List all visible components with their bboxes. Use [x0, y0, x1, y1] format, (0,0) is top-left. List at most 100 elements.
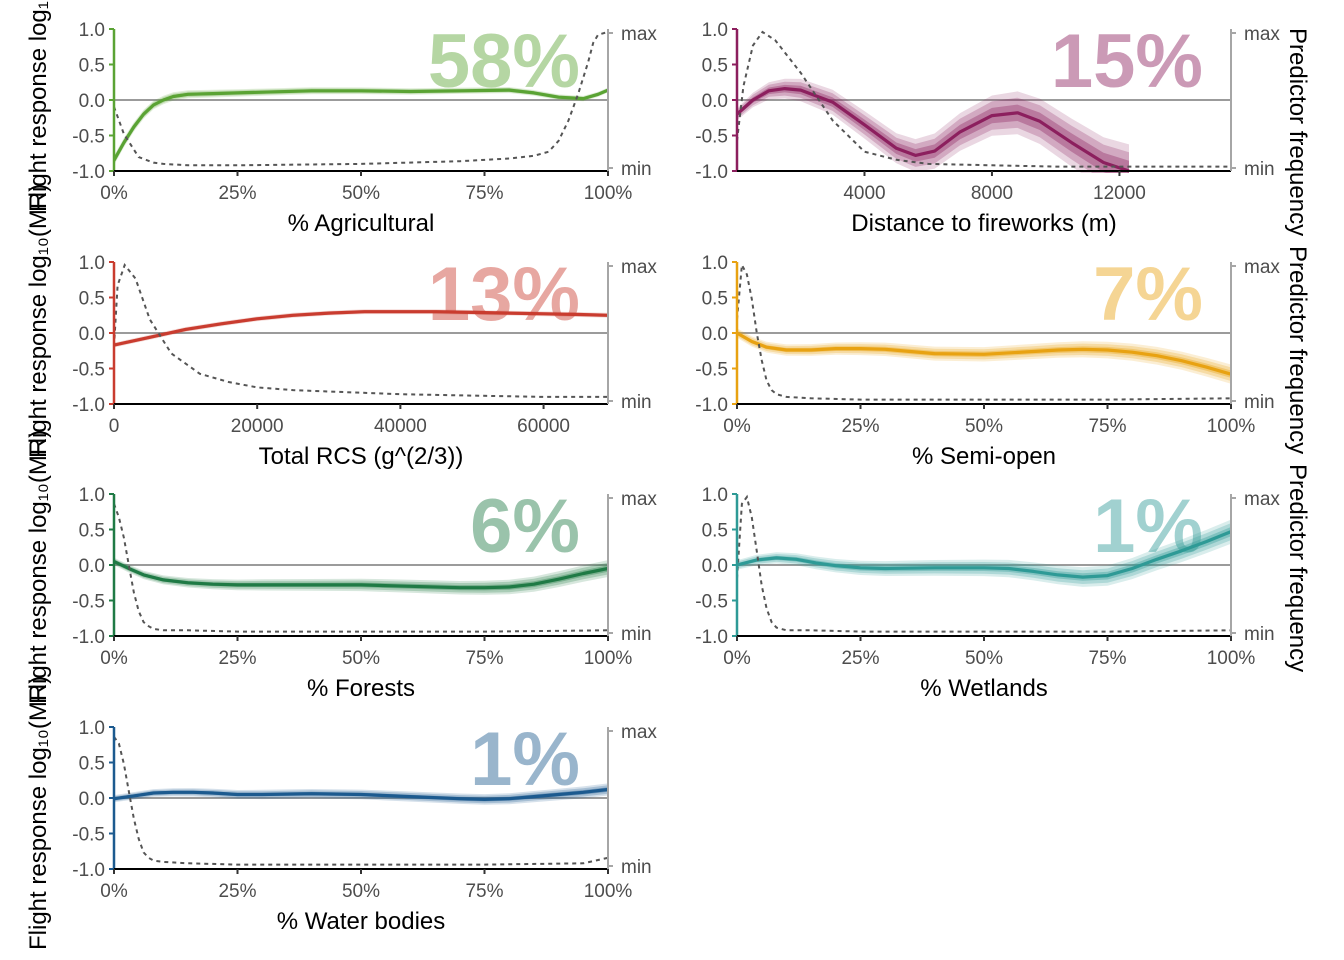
x-tick-label: 100%: [584, 648, 633, 669]
importance-label: 6%: [470, 484, 580, 569]
frequency-line: [736, 261, 1232, 401]
y-tick-label: 0.0: [702, 556, 728, 577]
y-tick-label: -0.5: [72, 825, 105, 846]
panels: 58%-1.0-0.50.00.51.00% 25% 50% 75% 100%% Agr…: [72, 19, 1280, 935]
importance-label: 7%: [1093, 252, 1203, 337]
panel-fireworks: 15% -1.0 -0.5 0.0 0.5 1.0 4000 8000 12000 Distanc…: [695, 19, 1280, 237]
y-tick-label: -0.5: [72, 127, 105, 148]
x-axis-title: % Water bodies: [277, 908, 446, 935]
x-tick-label: 8000: [971, 183, 1013, 204]
x-tick-label: 50%: [342, 183, 380, 204]
freq-max-label: max: [621, 489, 657, 510]
x-tick-label: 100%: [584, 183, 633, 204]
importance-label: 13%: [428, 252, 580, 337]
y-tick-label: 1.0: [79, 20, 105, 41]
y-tick-label: 0.0: [702, 324, 728, 345]
freq-max-label: max: [1244, 257, 1280, 278]
y-tick-label: 0.5: [702, 289, 728, 310]
x-tick-label: 0%: [723, 416, 751, 437]
y-tick-label: 0.0: [79, 556, 105, 577]
x-tick-label: 75%: [465, 881, 503, 902]
x-axis-title: % Agricultural: [288, 210, 435, 237]
x-tick-label: 12000: [1093, 183, 1146, 204]
credible-band: [737, 328, 1231, 384]
y-tick-label: 0.5: [702, 56, 728, 77]
x-tick-label: 20000: [231, 416, 284, 437]
y-tick-label: 0.5: [79, 754, 105, 775]
y-tick-label: -1.0: [695, 162, 728, 183]
left-axis-title-echo: Flight response log₁₀(MR): [25, 184, 52, 458]
y-tick-label: 1.0: [702, 485, 728, 506]
y-tick-label: -1.0: [695, 627, 728, 648]
frequency-line: [113, 503, 609, 633]
y-tick-label: 1.0: [702, 20, 728, 41]
x-tick-label: 0: [109, 416, 120, 437]
y-tick-label: 1.0: [79, 718, 105, 739]
y-tick-label: 1.0: [702, 253, 728, 274]
freq-max-label: max: [621, 24, 657, 45]
credible-band: [737, 84, 1129, 173]
x-tick-label: 50%: [342, 648, 380, 669]
freq-min-label: min: [621, 159, 652, 180]
response-line: [737, 530, 1231, 579]
y-tick-label: 0.5: [79, 521, 105, 542]
y-tick-label: -0.5: [695, 360, 728, 381]
frequency-line: [113, 262, 608, 398]
panel-agricultural: 58%-1.0-0.50.00.51.00% 25% 50% 75% 100%% Agr…: [72, 19, 657, 237]
y-tick-label: -1.0: [72, 627, 105, 648]
x-axis-title: % Wetlands: [920, 675, 1048, 702]
panel-wetlands: 1% -1.0 -0.5 0.0 0.5 1.0 0% 25% 50% 75% 100% % Wetl…: [695, 484, 1280, 702]
response-line: [114, 88, 608, 162]
credible-band: [114, 87, 608, 166]
importance-label: 1%: [1093, 484, 1203, 569]
freq-min-label: min: [621, 857, 652, 878]
x-tick-label: 50%: [342, 881, 380, 902]
credible-band: [737, 519, 1231, 587]
y-tick-label: -0.5: [72, 592, 105, 613]
left-axis-title-echo: Flight response log₁₀(MR): [25, 430, 52, 704]
frequency-line: [736, 30, 1231, 168]
response-line: [737, 331, 1231, 376]
freq-min-label: min: [1244, 392, 1275, 413]
left-axis-title-echo: Flight response log₁₀(MR): [25, 0, 52, 212]
x-tick-label: 50%: [965, 416, 1003, 437]
panel-semi-open: 7% -1.0 -0.5 0.0 0.5 1.0 0% 25% 50% 75% 100% % Semi…: [695, 252, 1280, 470]
y-tick-label: 0.0: [702, 91, 728, 112]
y-tick-label: 0.0: [79, 91, 105, 112]
x-axis-title: Distance to fireworks (m): [851, 210, 1116, 237]
freq-max-label: max: [1244, 24, 1280, 45]
x-tick-label: 25%: [841, 648, 879, 669]
y-tick-label: -0.5: [695, 127, 728, 148]
x-tick-label: 40000: [374, 416, 427, 437]
right-axis-title-echo: Predictor frequency: [1284, 28, 1311, 236]
x-tick-label: 25%: [218, 881, 256, 902]
left-axis-title: Flight response log₁₀(MR): [25, 676, 52, 950]
panel-rcs: 13% -1.0 -0.5 0.0 0.5 1.0 0 20000 40000 60000 Tota…: [72, 252, 657, 470]
x-tick-label: 100%: [584, 881, 633, 902]
x-tick-label: 75%: [465, 183, 503, 204]
credible-band: [114, 87, 608, 164]
panel-forests: 6% -1.0 -0.5 0.0 0.5 1.0 0% 25% 50% 75% 100% % Fore…: [72, 484, 657, 702]
response-line: [114, 560, 608, 590]
x-tick-label: 0%: [100, 648, 128, 669]
x-tick-label: 50%: [965, 648, 1003, 669]
x-tick-label: 0%: [723, 648, 751, 669]
y-tick-label: -1.0: [72, 395, 105, 416]
x-axis-title: % Forests: [307, 675, 415, 702]
x-tick-label: 60000: [517, 416, 570, 437]
importance-label: 1%: [470, 717, 580, 802]
y-tick-label: -1.0: [72, 162, 105, 183]
right-axis-title: Predictor frequency: [1284, 464, 1311, 672]
freq-min-label: min: [1244, 624, 1275, 645]
freq-min-label: min: [621, 624, 652, 645]
y-tick-label: 0.5: [79, 289, 105, 310]
x-tick-label: 25%: [841, 416, 879, 437]
panel-water: 1% -1.0 -0.5 0.0 0.5 1.0 0% 25% 50% 75% 100% % Wate…: [72, 717, 657, 935]
response-line: [737, 87, 1130, 173]
response-line: [114, 310, 608, 347]
x-tick-label: 0%: [100, 881, 128, 902]
x-tick-label: 4000: [843, 183, 885, 204]
importance-label: 15%: [1051, 19, 1203, 104]
y-tick-label: -1.0: [72, 860, 105, 881]
